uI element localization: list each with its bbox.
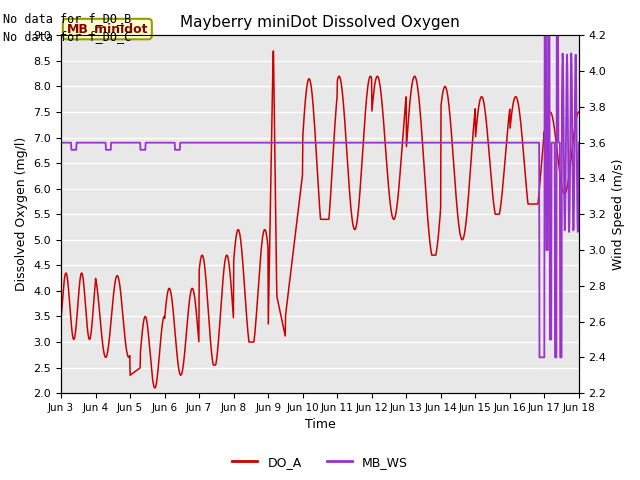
Title: Mayberry miniDot Dissolved Oxygen: Mayberry miniDot Dissolved Oxygen (180, 15, 460, 30)
Y-axis label: Dissolved Oxygen (mg/l): Dissolved Oxygen (mg/l) (15, 137, 28, 291)
Text: No data for f_DO_B
No data for f_DO_C: No data for f_DO_B No data for f_DO_C (3, 12, 131, 43)
Y-axis label: Wind Speed (m/s): Wind Speed (m/s) (612, 158, 625, 270)
X-axis label: Time: Time (305, 419, 335, 432)
Legend: DO_A, MB_WS: DO_A, MB_WS (227, 451, 413, 474)
Text: MB_minidot: MB_minidot (67, 23, 148, 36)
